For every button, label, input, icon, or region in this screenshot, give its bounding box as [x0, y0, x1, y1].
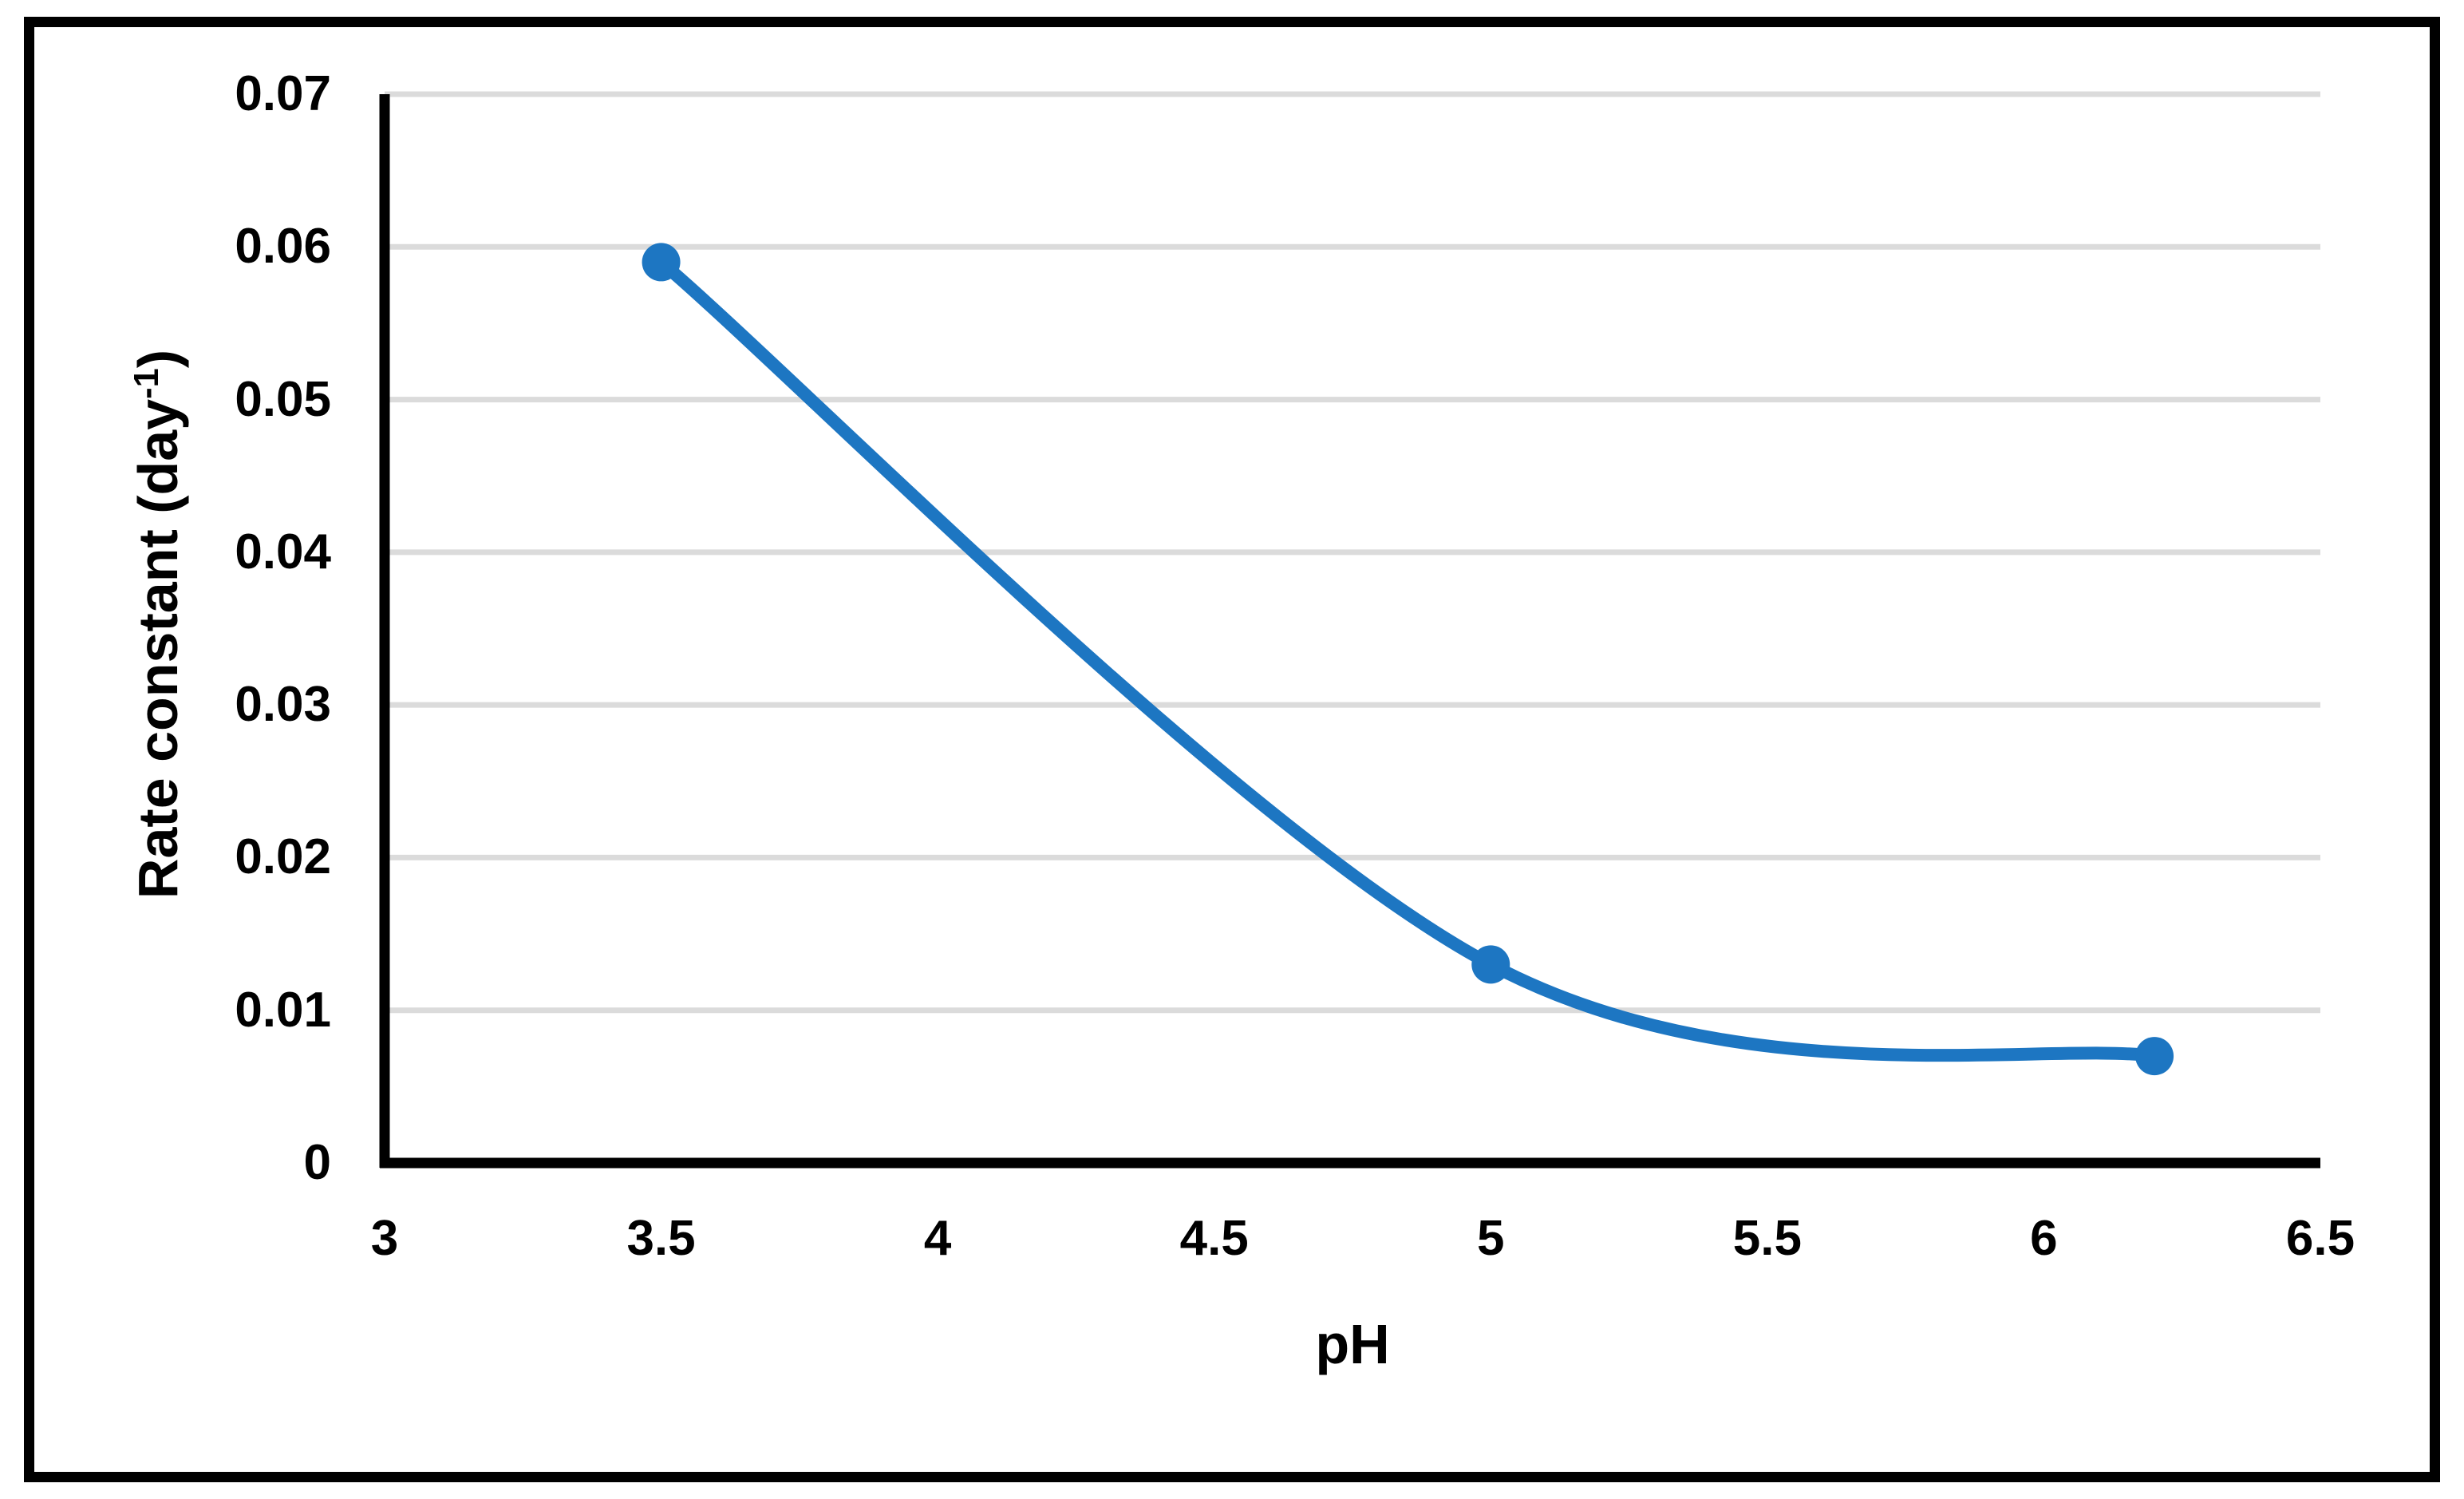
x-axis-title: pH	[1315, 1313, 1390, 1375]
y-tick-label: 0.04	[235, 524, 331, 579]
gridlines	[385, 91, 2320, 1014]
y-tick-label: 0.05	[235, 371, 331, 427]
y-axis-title-text: Rate constant (day	[127, 398, 189, 900]
y-axis-title-superscript: -1	[128, 368, 167, 399]
data-point-marker	[642, 243, 681, 282]
series-line	[654, 255, 2162, 1063]
x-tick-label: 6	[2030, 1211, 2058, 1266]
y-axis-title-suffix: )	[127, 349, 189, 369]
x-tick-label: 4	[923, 1211, 952, 1266]
data-point-marker	[1471, 945, 1510, 984]
y-tick-label: 0.06	[235, 219, 331, 275]
x-tick-label: 3	[370, 1211, 399, 1266]
data-point-marker	[2135, 1037, 2174, 1076]
x-tick-label: 4.5	[1179, 1211, 1249, 1266]
chart-frame	[24, 17, 2440, 1482]
y-tick-label: 0.03	[235, 677, 331, 733]
y-tick-label: 0.07	[235, 66, 331, 121]
y-axis-title: Rate constant (day-1)	[126, 350, 190, 899]
series-markers	[642, 243, 2174, 1076]
y-tick-label: 0.02	[235, 829, 331, 885]
y-tick-label: 0.01	[235, 982, 331, 1038]
x-tick-label: 6.5	[2285, 1211, 2355, 1266]
x-tick-label: 5.5	[1732, 1211, 1802, 1266]
y-tick-label: 0	[303, 1135, 331, 1190]
x-tick-label: 5	[1477, 1211, 1505, 1266]
x-tick-label: 3.5	[626, 1211, 696, 1266]
